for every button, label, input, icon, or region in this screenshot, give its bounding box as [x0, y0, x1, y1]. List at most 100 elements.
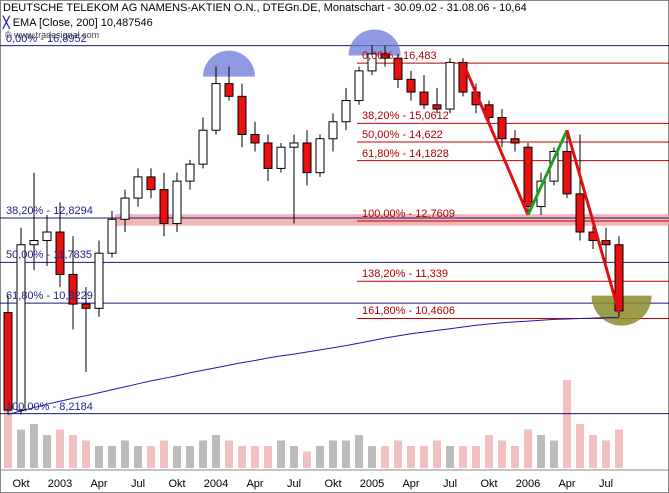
- ema-legend-text: EMA [Close, 200] 10,487546: [12, 17, 153, 29]
- x-tick-label: Okt: [168, 478, 186, 490]
- x-tick-label: Jul: [442, 478, 458, 490]
- volume-bar: [173, 446, 181, 468]
- volume-bar: [160, 440, 168, 468]
- volume-bar: [602, 440, 610, 468]
- x-tick-label: Okt: [12, 478, 30, 490]
- candle-body: [120, 197, 130, 220]
- candle-body: [107, 218, 117, 254]
- candle-body: [237, 95, 247, 135]
- volume-bar: [589, 435, 597, 468]
- candle-body: [172, 180, 182, 225]
- fib-label-right: 138,20% - 11,339: [362, 268, 449, 281]
- volume-bar: [290, 446, 298, 468]
- x-tick-label: 2003: [47, 478, 73, 490]
- ema-line: [7, 316, 620, 415]
- trend-line-down-2: [565, 129, 621, 313]
- volume-bar: [4, 369, 12, 468]
- candle-body: [68, 273, 78, 305]
- candle-body: [276, 146, 286, 169]
- x-tick-label: Jul: [286, 478, 302, 490]
- candle-body: [510, 138, 520, 144]
- fib-label-right: 100,00% - 12,7609: [362, 207, 455, 220]
- fib-label-right: 61,80% - 14,1828: [362, 147, 449, 160]
- volume-bar: [147, 446, 155, 468]
- candle-body: [263, 142, 273, 169]
- candle-body: [55, 231, 65, 275]
- volume-bar: [56, 429, 64, 468]
- candle-body: [42, 231, 52, 241]
- candle-body: [16, 244, 26, 411]
- volume-bar: [563, 380, 571, 468]
- volume-bar: [186, 446, 194, 468]
- trend-line-down: [461, 61, 530, 216]
- candle-body: [328, 121, 338, 140]
- volume-bar: [134, 446, 142, 468]
- volume-bar: [472, 446, 480, 468]
- candle-body: [81, 303, 91, 309]
- volume-bar: [238, 446, 246, 468]
- fib-label-right: 50,00% - 14,622: [362, 129, 443, 142]
- volume-bar: [30, 424, 38, 468]
- x-tick-label: Apr: [558, 478, 576, 490]
- x-tick-label: 2004: [203, 478, 229, 490]
- volume-bar: [329, 440, 337, 468]
- volume-bar: [420, 446, 428, 468]
- x-tick-label: Apr: [246, 478, 264, 490]
- candle-body: [198, 129, 208, 165]
- volume-bar: [381, 446, 389, 468]
- volume-bar: [69, 435, 77, 468]
- volume-bar: [498, 440, 506, 468]
- x-tick-label: 2005: [359, 478, 385, 490]
- candle-body: [562, 150, 572, 195]
- watermark: © www.tradesignal.com: [5, 30, 100, 40]
- candle-body: [133, 176, 143, 199]
- fib-label-right: 161,80% - 10,4606: [362, 305, 455, 318]
- volume-bar: [407, 446, 415, 468]
- candle-body: [497, 117, 507, 140]
- indicator-icon: ╳: [3, 17, 10, 29]
- volume-bar: [485, 435, 493, 468]
- candle-body: [380, 53, 390, 59]
- volume-bar: [433, 440, 441, 468]
- volume-bar: [615, 429, 623, 468]
- ema-legend: ╳ EMA [Close, 200] 10,487546: [3, 16, 153, 29]
- candle-body: [445, 61, 455, 110]
- volume-bar: [446, 446, 454, 468]
- volume-bar: [550, 440, 558, 468]
- volume-bar: [368, 446, 376, 468]
- volume-bar: [95, 446, 103, 468]
- candle-body: [406, 78, 416, 93]
- candle-body: [419, 91, 429, 106]
- volume-bar: [576, 424, 584, 468]
- volume-bar: [316, 446, 324, 468]
- x-tick-label: Apr: [402, 478, 420, 490]
- candle-body: [393, 57, 403, 80]
- candle-body: [432, 104, 442, 110]
- volume-bar: [17, 429, 25, 468]
- volume-bar: [264, 446, 272, 468]
- volume-bar: [355, 435, 363, 468]
- candle-body: [94, 252, 104, 309]
- volume-bar: [212, 435, 220, 468]
- volume-bar: [459, 446, 467, 468]
- candle-body: [211, 83, 221, 131]
- candle-body: [289, 142, 299, 148]
- candle-body: [601, 240, 611, 246]
- x-tick-label: Jul: [130, 478, 146, 490]
- top-marker: [348, 29, 401, 56]
- candle-body: [29, 240, 39, 246]
- candle-body: [250, 133, 260, 144]
- candle-body: [523, 146, 533, 208]
- volume-bar: [199, 440, 207, 468]
- fib-label-right: 0,00% - 16,483: [362, 50, 437, 63]
- candle-body: [146, 176, 156, 191]
- candle-body: [302, 142, 312, 174]
- candle-body: [354, 70, 364, 102]
- chart-title: DEUTSCHE TELEKOM AG NAMENS-AKTIEN O.N., …: [3, 2, 527, 14]
- candle-body: [315, 138, 325, 174]
- fib-label-left: 50,00% - 11,7835: [6, 249, 93, 262]
- candle-body: [159, 189, 169, 225]
- volume-bar: [537, 435, 545, 468]
